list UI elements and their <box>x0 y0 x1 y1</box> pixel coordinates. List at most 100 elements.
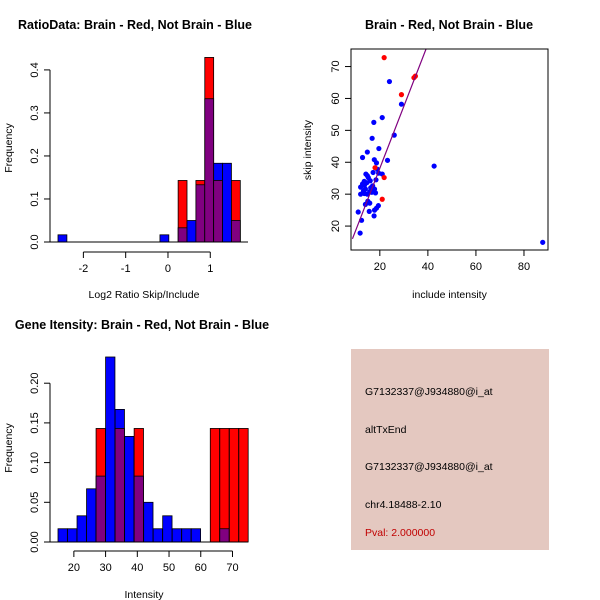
x-tick-label: 40 <box>422 261 434 273</box>
bar-not-brain <box>76 515 87 543</box>
bar-brain <box>228 428 240 543</box>
bar-not-brain <box>190 528 201 543</box>
x-tick-label: 80 <box>518 261 530 273</box>
point-not-brain <box>376 145 382 152</box>
point-not-brain <box>357 230 363 236</box>
point-not-brain <box>371 119 377 125</box>
point-not-brain <box>372 190 379 196</box>
bar-not-brain <box>86 488 97 543</box>
chart-title: Brain - Red, Not Brain - Blue <box>365 18 533 32</box>
bar-overlap <box>231 220 241 243</box>
point-not-brain <box>358 191 364 197</box>
bar-brain <box>209 428 221 543</box>
x-tick-label: 70 <box>226 562 238 574</box>
bar-not-brain <box>186 220 197 243</box>
bar-not-brain <box>143 501 154 543</box>
bar-overlap <box>177 227 188 243</box>
probe-id: G7132337@J934880@i_at <box>365 386 493 398</box>
x-tick-label: 60 <box>470 261 482 273</box>
x-axis-label: Intensity <box>124 589 164 600</box>
point-brain <box>379 196 385 202</box>
point-brain <box>381 174 387 181</box>
x-tick-label: 50 <box>163 562 175 574</box>
y-axis-label: skip intensity <box>302 119 314 180</box>
pval: Pval: 2.000000 <box>365 527 436 539</box>
point-not-brain <box>386 78 393 85</box>
chart-title: RatioData: Brain - Red, Not Brain - Blue <box>18 18 252 32</box>
point-not-brain <box>370 169 376 176</box>
bar-not-brain <box>222 162 232 243</box>
bar-brain <box>238 428 249 543</box>
point-not-brain <box>373 160 380 166</box>
x-tick-label: 30 <box>99 562 111 574</box>
plot-box <box>350 48 549 251</box>
y-tick-label: 50 <box>330 124 342 136</box>
x-tick-label: 40 <box>131 562 143 574</box>
bar-not-brain <box>67 528 78 543</box>
point-not-brain <box>398 101 405 107</box>
probe-id-2: G7132337@J934880@i_at <box>365 461 493 473</box>
bar-brain <box>219 428 230 543</box>
y-axis-label: Frequency <box>3 122 15 172</box>
bar-overlap <box>133 475 144 543</box>
y-tick-label: 0.4 <box>29 62 41 77</box>
y-tick-label: 30 <box>330 188 342 200</box>
x-tick-label: 0 <box>165 263 171 275</box>
bar-overlap <box>219 528 230 543</box>
bar-not-brain <box>124 435 135 543</box>
bar-not-brain <box>171 528 182 543</box>
point-not-brain <box>384 157 391 163</box>
regression-line <box>351 49 427 240</box>
bar-overlap <box>114 428 125 543</box>
y-tick-label: 0.3 <box>29 105 41 120</box>
point-not-brain <box>359 154 366 161</box>
point-not-brain <box>379 114 385 121</box>
bar-overlap <box>195 184 206 243</box>
bar-not-brain <box>181 528 192 543</box>
bar-not-brain <box>159 234 170 243</box>
y-tick-label: 0.05 <box>29 492 41 513</box>
y-tick-label: 20 <box>330 220 342 232</box>
y-tick-label: 0.00 <box>29 531 41 552</box>
y-tick-label: 0.15 <box>29 412 41 433</box>
chart-title: Gene Itensity: Brain - Red, Not Brain - … <box>15 318 269 332</box>
y-tick-label: 0.10 <box>29 452 41 473</box>
y-tick-label: 0.1 <box>29 191 41 206</box>
y-tick-label: 70 <box>330 60 342 72</box>
bar-not-brain <box>57 234 68 243</box>
x-tick-label: -2 <box>78 263 88 275</box>
x-tick-label: -1 <box>121 263 131 275</box>
locus: chr4.18488-2.10 <box>365 499 442 511</box>
point-brain <box>372 165 378 171</box>
y-tick-label: 0.20 <box>29 372 41 393</box>
x-tick-label: 20 <box>68 562 80 574</box>
point-not-brain <box>364 149 370 155</box>
bar-overlap <box>213 180 223 243</box>
x-tick-label: 20 <box>374 261 386 273</box>
bar-not-brain <box>105 356 116 543</box>
x-tick-label: 60 <box>195 562 207 574</box>
y-tick-label: 40 <box>330 156 342 168</box>
bar-not-brain <box>162 515 173 543</box>
bar-not-brain <box>152 528 163 543</box>
bar-overlap <box>95 475 106 543</box>
x-axis-label: include intensity <box>412 289 487 301</box>
point-not-brain <box>369 135 375 141</box>
point-brain <box>381 55 387 61</box>
point-not-brain <box>371 213 377 219</box>
y-tick-label: 0.0 <box>29 234 41 249</box>
point-not-brain <box>371 207 378 213</box>
x-axis-label: Log2 Ratio Skip/Include <box>89 289 200 301</box>
event-type: altTxEnd <box>365 424 407 436</box>
info-panel: G7132337@J934880@i_at altTxEnd G7132337@… <box>351 349 549 550</box>
y-axis-label: Frequency <box>3 422 15 472</box>
point-not-brain <box>431 163 437 169</box>
bar-overlap <box>204 98 215 243</box>
x-tick-label: 1 <box>207 263 213 275</box>
point-not-brain <box>540 239 546 245</box>
y-tick-label: 60 <box>330 92 342 104</box>
point-not-brain <box>367 200 373 206</box>
bar-not-brain <box>57 528 68 543</box>
point-not-brain <box>366 208 372 214</box>
